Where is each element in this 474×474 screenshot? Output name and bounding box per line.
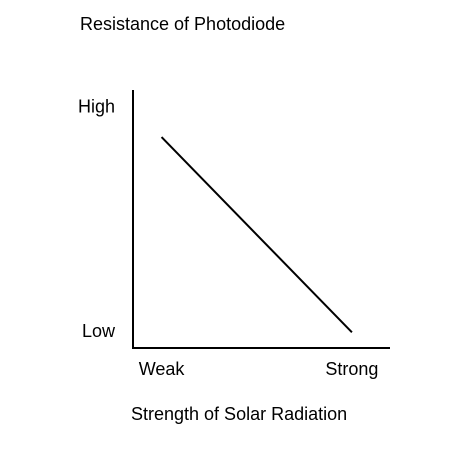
y-tick-label: Low [82,321,116,341]
x-tick-label: Strong [325,359,378,379]
y-axis-title: Resistance of Photodiode [80,14,285,34]
data-line [160,136,353,333]
x-tick-label: Weak [139,359,186,379]
y-tick-label: High [78,97,115,117]
x-axis-title: Strength of Solar Radiation [131,404,347,424]
